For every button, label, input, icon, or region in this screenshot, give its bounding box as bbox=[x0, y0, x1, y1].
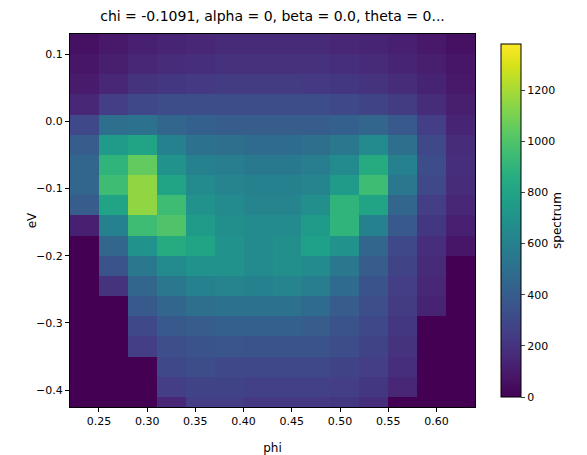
svg-text:−0.1: −0.1 bbox=[36, 182, 63, 195]
svg-text:200: 200 bbox=[527, 340, 548, 353]
svg-text:0.60: 0.60 bbox=[424, 415, 449, 428]
svg-text:0.30: 0.30 bbox=[135, 415, 160, 428]
svg-text:0.55: 0.55 bbox=[376, 415, 401, 428]
svg-text:eV: eV bbox=[25, 212, 39, 228]
svg-text:0.25: 0.25 bbox=[87, 415, 112, 428]
svg-text:800: 800 bbox=[527, 186, 548, 199]
svg-text:600: 600 bbox=[527, 237, 548, 250]
svg-text:−0.3: −0.3 bbox=[36, 317, 63, 330]
svg-text:0.45: 0.45 bbox=[280, 415, 305, 428]
svg-text:1200: 1200 bbox=[527, 84, 555, 97]
svg-text:0.1: 0.1 bbox=[45, 48, 63, 61]
svg-text:phi: phi bbox=[263, 441, 282, 455]
svg-text:1000: 1000 bbox=[527, 135, 555, 148]
svg-text:−0.2: −0.2 bbox=[36, 250, 63, 263]
svg-text:0.40: 0.40 bbox=[231, 415, 256, 428]
svg-text:400: 400 bbox=[527, 289, 548, 302]
svg-text:chi = -0.1091, alpha = 0, beta: chi = -0.1091, alpha = 0, beta = 0.0, th… bbox=[100, 8, 445, 24]
svg-text:0.50: 0.50 bbox=[328, 415, 353, 428]
svg-text:0.35: 0.35 bbox=[183, 415, 208, 428]
svg-text:0: 0 bbox=[527, 391, 534, 404]
svg-text:−0.4: −0.4 bbox=[36, 384, 63, 397]
svg-text:0.0: 0.0 bbox=[45, 115, 63, 128]
svg-text:spectrum: spectrum bbox=[550, 192, 564, 249]
